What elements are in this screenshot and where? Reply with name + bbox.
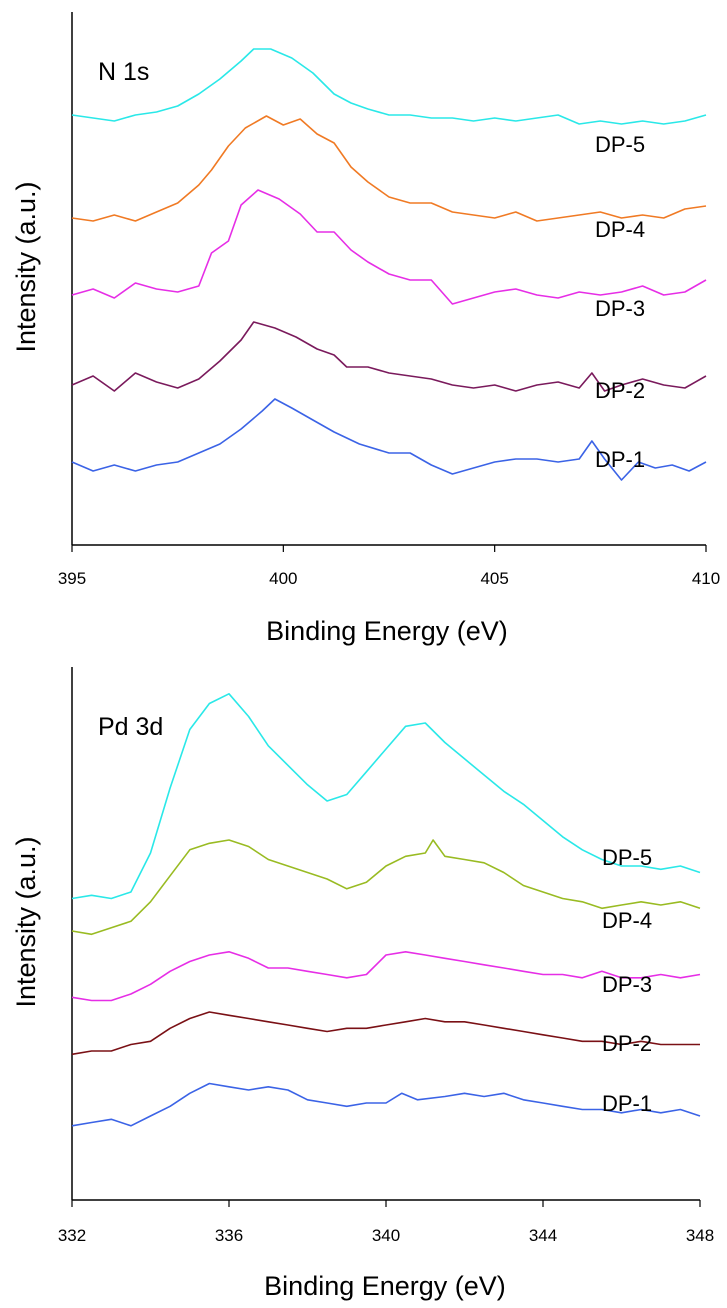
series-line-dp-3 [71,951,701,1002]
series-label-dp-5: DP-5 [595,132,645,157]
pd3d-panel: 332 336 340 344 348 DP-1 DP-2 DP-3 DP-4 DP-5 Pd … [11,667,714,1301]
x-tick-label: 348 [686,1226,714,1245]
x-tick-label: 344 [529,1226,557,1245]
series-label-dp-2: DP-2 [595,378,645,403]
series-line-dp-4 [71,839,701,936]
series-label-dp-1: DP-1 [602,1091,652,1116]
x-tick-label: 336 [215,1226,243,1245]
x-tick-label: 405 [480,569,508,588]
x-ticks: 395 400 405 410 [58,545,720,588]
series-label-dp-5: DP-5 [602,845,652,870]
series-line-dp-2 [71,1011,700,1056]
series-label-dp-3: DP-3 [595,296,645,321]
y-axis-title: Intensity (a.u.) [11,181,41,352]
series-line-dp-1 [71,398,707,481]
x-axis-title: Binding Energy (eV) [266,616,508,646]
series-line-dp-5 [71,48,707,125]
x-tick-label: 332 [58,1226,86,1245]
series-group [71,48,707,481]
series-line-dp-3 [71,189,707,305]
series-label-dp-4: DP-4 [595,217,645,242]
series-line-dp-2 [71,321,707,392]
x-tick-label: 340 [372,1226,400,1245]
series-label-dp-3: DP-3 [602,972,652,997]
series-line-dp-5 [71,693,701,900]
x-axis-title: Binding Energy (eV) [264,1271,506,1301]
x-tick-label: 395 [58,569,86,588]
series-line-dp-1 [71,1082,701,1127]
x-tick-label: 400 [269,569,297,588]
y-axis-title: Intensity (a.u.) [11,836,41,1007]
panel-label: N 1s [98,58,149,86]
series-group [71,693,701,1127]
series-labels: DP-1 DP-2 DP-3 DP-4 DP-5 [595,132,645,472]
x-ticks: 332 336 340 344 348 [58,1200,714,1245]
series-label-dp-4: DP-4 [602,908,652,933]
n1s-panel: 395 400 405 410 DP-1 DP-2 DP-3 DP-4 DP-5 N 1s B… [11,12,720,646]
series-label-dp-2: DP-2 [602,1031,652,1056]
x-tick-label: 410 [692,569,720,588]
panel-label: Pd 3d [98,713,163,741]
series-line-dp-4 [71,115,707,222]
series-labels: DP-1 DP-2 DP-3 DP-4 DP-5 [602,845,652,1116]
series-label-dp-1: DP-1 [595,447,645,472]
